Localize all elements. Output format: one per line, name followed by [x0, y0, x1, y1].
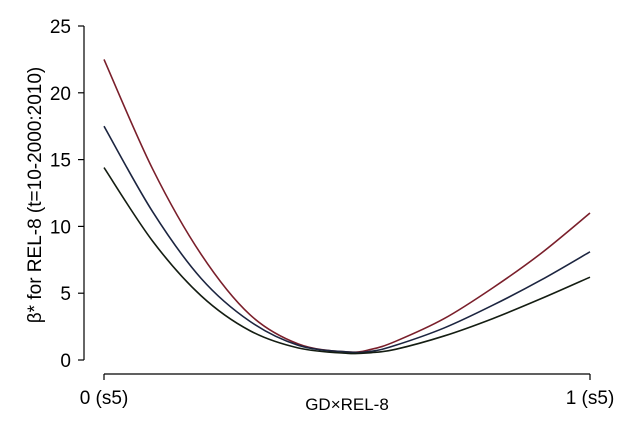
- y-tick-label: 15: [50, 151, 71, 172]
- y-tick-label: 25: [50, 17, 71, 38]
- y-tick-label: 0: [60, 351, 71, 372]
- y-tick-label: 20: [50, 84, 71, 105]
- x-axis-title: GD×REL-8: [305, 395, 389, 414]
- series-line-2: [103, 125, 591, 354]
- series-layer: [103, 59, 591, 355]
- y-axis-title: β* for REL-8 (t=10-2000:2010): [25, 67, 46, 324]
- x-ticks: 0 (s5) 1 (s5): [80, 374, 615, 409]
- y-ticks: 0 5 10 15 20 25: [50, 17, 84, 372]
- y-tick-label: 5: [60, 284, 71, 305]
- x-tick-label: 1 (s5): [566, 388, 615, 409]
- y-tick-label: 10: [50, 217, 71, 238]
- x-tick-label: 0 (s5): [80, 388, 129, 409]
- series-line-3: [103, 167, 591, 355]
